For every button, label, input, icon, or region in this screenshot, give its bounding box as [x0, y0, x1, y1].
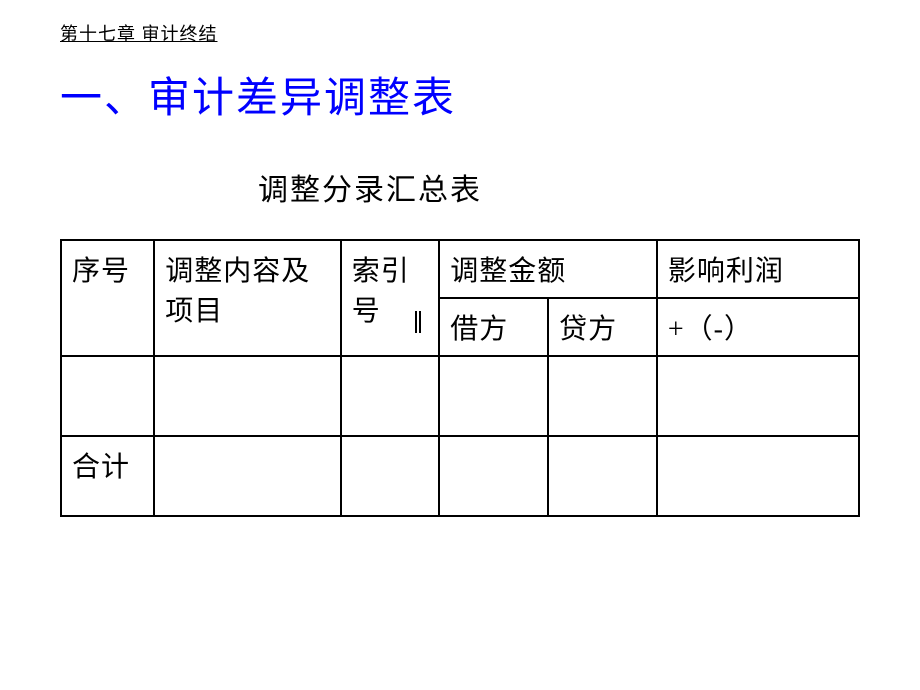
header-sequence: 序号: [61, 240, 154, 356]
header-debit: 借方: [439, 298, 548, 356]
cell-total-label: 合计: [61, 436, 154, 516]
cell-total-content: [154, 436, 341, 516]
table-data-row: [61, 356, 859, 436]
cell-total-credit: [548, 436, 657, 516]
cell-credit-empty: [548, 356, 657, 436]
cell-total-profit: [657, 436, 859, 516]
cell-index-empty: [341, 356, 439, 436]
cell-seq-empty: [61, 356, 154, 436]
header-index: 索引号: [341, 240, 439, 356]
table-header-row-1: 序号 调整内容及项目 索引号 调整金额 影响利润: [61, 240, 859, 298]
chapter-title: 第十七章 审计终结: [60, 20, 860, 46]
section-heading: 一、审计差异调整表: [60, 64, 860, 125]
cell-total-index: [341, 436, 439, 516]
header-profit-line1: 影响利润: [657, 240, 859, 298]
header-amount: 调整金额: [439, 240, 657, 298]
header-content: 调整内容及项目: [154, 240, 341, 356]
cell-profit-empty: [657, 356, 859, 436]
cell-total-debit: [439, 436, 548, 516]
cell-content-empty: [154, 356, 341, 436]
header-credit: 贷方: [548, 298, 657, 356]
header-profit-line2: +（-）: [657, 298, 859, 356]
table-total-row: 合计: [61, 436, 859, 516]
cell-debit-empty: [439, 356, 548, 436]
adjustment-table: 序号 调整内容及项目 索引号 调整金额 影响利润 借方 贷方 +（-） 合计: [60, 239, 860, 517]
table-title: 调整分录汇总表: [0, 165, 860, 209]
cursor-indicator: [415, 311, 421, 333]
